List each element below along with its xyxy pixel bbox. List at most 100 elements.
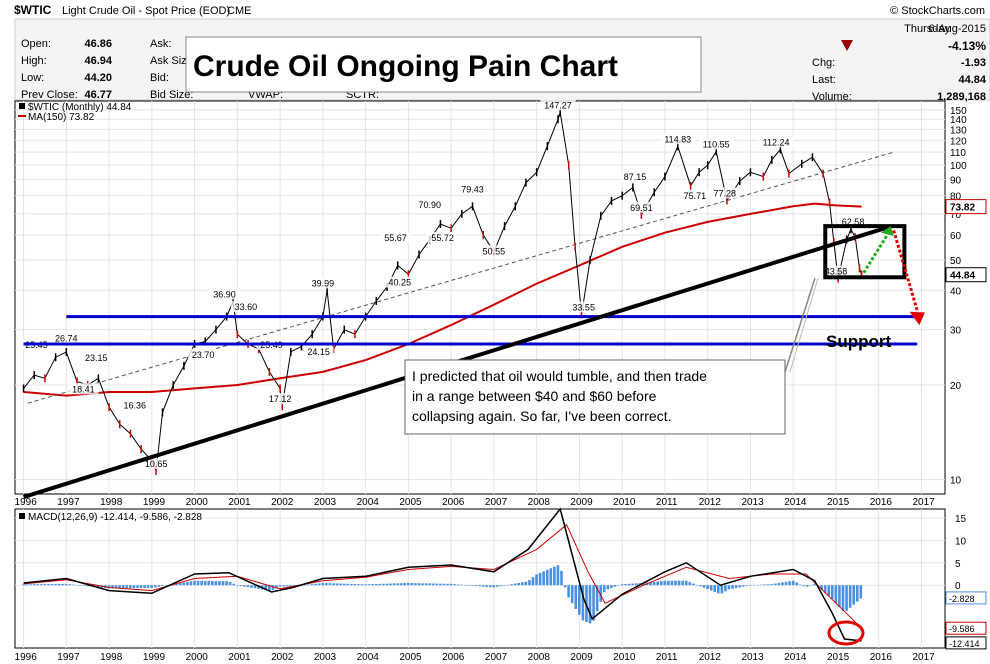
price-point-label: 110.55 — [703, 139, 730, 149]
price-x-tick-label: 2012 — [699, 497, 722, 508]
price-x-tick-label: 2014 — [784, 497, 807, 508]
macd-histogram-bar — [321, 582, 325, 586]
macd-histogram-bar — [699, 585, 702, 587]
annotation-line: collapsing again. So far, I've been corr… — [412, 408, 672, 424]
macd-histogram-bar — [652, 581, 656, 586]
macd-histogram-bar — [239, 585, 243, 587]
macd-x-tick-label: 1997 — [57, 652, 80, 663]
macd-histogram-bar — [560, 570, 563, 586]
macd-histogram-bar — [773, 583, 777, 586]
macd-plot-area — [14, 508, 946, 649]
macd-histogram-bar — [556, 565, 560, 586]
right-quote-label: Last: — [812, 74, 836, 86]
macd-x-tick-label: 2000 — [186, 652, 209, 663]
macd-x-tick-label: 2005 — [399, 652, 422, 663]
macd-x-tick-label: 2011 — [656, 652, 678, 663]
price-y-tick-label: 120 — [950, 136, 967, 147]
macd-histogram-bar — [417, 583, 421, 586]
macd-histogram-bar — [599, 585, 602, 602]
macd-histogram-bar — [535, 574, 538, 586]
macd-histogram-bar — [325, 583, 328, 586]
price-point-label-bg — [265, 393, 296, 405]
macd-histogram-bar — [257, 585, 260, 589]
macd-histogram-bar — [428, 583, 431, 586]
macd-histogram-bar — [503, 585, 506, 586]
macd-histogram-bar — [852, 585, 855, 605]
quote-label: Prev Close: — [21, 89, 78, 101]
macd-histogram-bar — [121, 585, 125, 589]
macd-histogram-bar — [446, 583, 449, 586]
macd-histogram-bar — [734, 585, 738, 589]
price-point-label-bg — [414, 199, 445, 211]
macd-histogram-bar — [549, 568, 553, 586]
right-quote-value: 44.84 — [958, 74, 986, 86]
macd-polyline — [23, 507, 862, 642]
macd-x-tick-label: 2008 — [528, 652, 551, 663]
macd-histogram-bar — [478, 585, 481, 587]
macd-histogram-bar — [442, 583, 446, 586]
quote-label-2: Bid Size: — [150, 89, 193, 101]
macd-histogram-bar — [182, 582, 186, 586]
macd-histogram-bar — [250, 585, 253, 588]
price-point-label: 75.71 — [684, 191, 707, 201]
price-point-labels: 25.4526.7423.1518.4116.3610.6536.9033.60… — [21, 99, 869, 470]
macd-histogram-bar — [22, 584, 25, 586]
macd-histogram-bar — [403, 583, 407, 586]
ma150-line — [23, 202, 862, 397]
price-point-label: 33.55 — [572, 302, 595, 312]
support-label: Support — [826, 332, 891, 351]
macd-histogram-bar — [396, 583, 399, 586]
macd-histogram-bar — [713, 585, 717, 592]
macd-histogram-bar — [538, 572, 542, 586]
macd-histogram-bar — [96, 585, 100, 588]
price-x-tick-label: 2013 — [741, 497, 764, 508]
macd-x-tick-label: 2003 — [314, 652, 337, 663]
quote-label: Low: — [21, 72, 44, 84]
price-point-label-bg — [68, 383, 99, 395]
title-box — [185, 36, 702, 93]
price-point-label: 18.41 — [72, 384, 95, 394]
price-tag-box — [945, 267, 987, 283]
macd-histogram-bar — [399, 583, 403, 586]
macd-histogram-bar — [727, 585, 731, 590]
macd-signal-polyline — [23, 523, 862, 629]
price-point-label: 77.28 — [714, 188, 737, 198]
dashed-trendline — [27, 151, 894, 404]
ma150-series — [23, 202, 862, 397]
price-y-tick-label: 70 — [950, 210, 962, 221]
macd-histogram-bar — [232, 583, 235, 586]
macd-histogram-bar — [328, 583, 332, 586]
price-legend-swatch — [19, 103, 25, 109]
macd-legend-label: MACD(12,26,9) -12.414, -9.586, -2.828 — [28, 512, 202, 523]
macd-histogram-bar — [574, 585, 578, 609]
macd-histogram-bar — [246, 585, 250, 588]
macd-histogram-bar — [406, 582, 410, 586]
macd-histogram-bar — [264, 585, 268, 590]
macd-histogram-bar — [578, 585, 581, 615]
macd-histogram-bar — [175, 583, 178, 586]
quote-label-2: Bid: — [150, 72, 169, 84]
macd-x-tick-label: 1996 — [15, 652, 38, 663]
quote-value: 46.86 — [84, 38, 112, 50]
macd-histogram-bar — [524, 581, 528, 586]
callout-pointer — [784, 277, 816, 373]
macd-histogram-bar — [278, 585, 282, 587]
macd-histogram-bar — [766, 584, 770, 586]
right-quote-label: Volume: — [812, 91, 852, 103]
macd-histogram-bar — [806, 585, 809, 587]
day-label: Thursday — [904, 23, 950, 35]
macd-histogram-bar — [709, 585, 713, 591]
macd-histogram-bar — [385, 583, 389, 586]
price-x-tick-label: 1998 — [100, 497, 123, 508]
macd-histogram-bar — [285, 585, 289, 587]
price-point-label-bg — [478, 245, 509, 257]
macd-histogram-bar — [781, 582, 784, 586]
macd-histogram-bar — [738, 585, 741, 588]
price-x-tick-label: 2002 — [271, 497, 294, 508]
price-point-label: 62.58 — [842, 217, 865, 227]
macd-histogram-bar — [82, 585, 86, 586]
price-point-label: 10.65 — [145, 459, 168, 469]
macd-x-tick-label: 2006 — [442, 652, 465, 663]
quote-label-2: Ask: — [150, 38, 171, 50]
